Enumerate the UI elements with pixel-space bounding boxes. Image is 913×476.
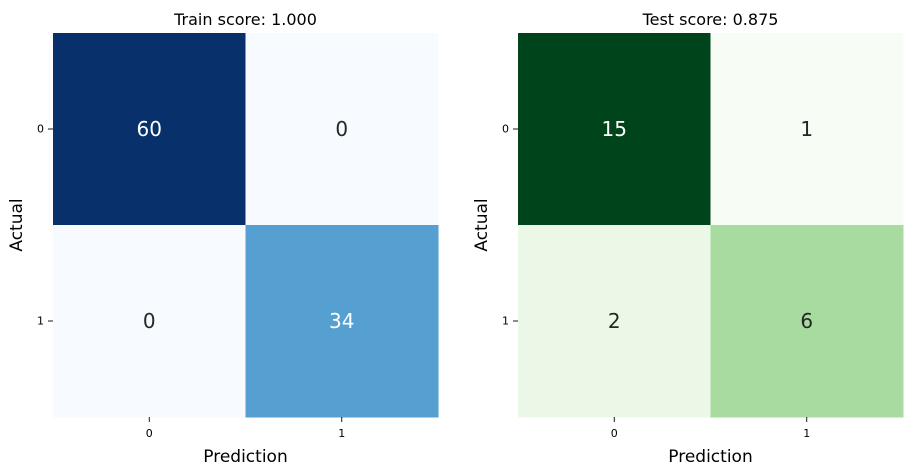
x-tick-label: 0: [611, 427, 618, 440]
y-tick-label: 0: [502, 123, 509, 136]
heatmap-cell: [710, 225, 904, 418]
cell-value-label: 34: [329, 309, 354, 333]
x-axis-label: Prediction: [203, 447, 287, 467]
x-tick-label: 0: [146, 427, 153, 440]
cell-value-label: 1: [800, 117, 813, 141]
x-tick-label: 1: [338, 427, 345, 440]
chart-title: Test score: 0.875: [642, 10, 779, 29]
cell-value-label: 15: [602, 117, 627, 141]
heatmap-cell: [53, 33, 246, 226]
heatmap-cell: [245, 33, 439, 226]
cell-value-label: 0: [143, 309, 156, 333]
heatmap-panel-0: 60 0 0 34 0 1 0 1 Train score: 1.000 Prediction Ac…: [7, 10, 439, 467]
x-tick-label: 1: [803, 427, 810, 440]
cell-value-label: 60: [137, 117, 162, 141]
heatmap-cell: [518, 33, 711, 226]
y-axis-label: Actual: [7, 198, 27, 251]
cell-value-label: 2: [608, 309, 621, 333]
y-tick-label: 1: [502, 315, 509, 328]
y-axis-label: Actual: [472, 198, 492, 251]
heatmap-cell: [245, 225, 439, 418]
cell-value-label: 6: [800, 309, 813, 333]
heatmap-cell: [710, 33, 904, 226]
y-tick-label: 0: [37, 123, 44, 136]
chart-title: Train score: 1.000: [173, 10, 317, 29]
heatmap-cell: [53, 225, 246, 418]
heatmap-cell: [518, 225, 711, 418]
cell-value-label: 0: [335, 117, 348, 141]
y-tick-label: 1: [37, 315, 44, 328]
x-axis-label: Prediction: [668, 447, 752, 467]
